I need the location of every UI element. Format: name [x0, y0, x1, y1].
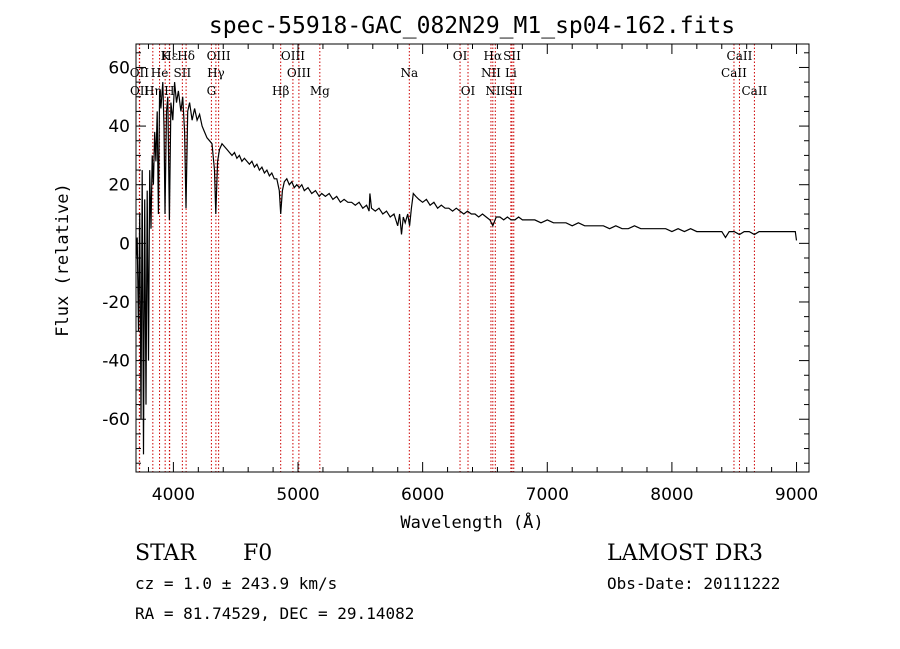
x-tick-label: 4000 [152, 485, 195, 505]
x-tick-label: 7000 [526, 485, 569, 505]
y-axis-label: Flux (relative) [53, 183, 73, 337]
line-marker-label: SII [503, 49, 521, 63]
x-tick-label: 5000 [276, 485, 319, 505]
line-marker-label: H [164, 84, 174, 98]
line-marker-label: Na [400, 66, 418, 80]
axis-ticks [136, 44, 809, 472]
line-marker-label: OIII [207, 49, 231, 63]
line-marker-label: Li [505, 66, 517, 80]
line-marker-label: SII [174, 66, 192, 80]
x-axis-label: Wavelength (Å) [400, 511, 543, 533]
observation-date: Obs-Date: 20111222 [607, 574, 780, 593]
line-marker-label: CaII [721, 66, 747, 80]
line-marker-label: OI [461, 84, 476, 98]
line-marker-label: Mg [310, 84, 330, 98]
coordinates-readout: RA = 81.74529, DEC = 29.14082 [135, 604, 414, 623]
x-tick-label: 9000 [775, 485, 818, 505]
line-marker-label: Hη [144, 84, 162, 98]
line-marker-label: OIII [287, 66, 311, 80]
y-tick-label: -60 [102, 410, 130, 430]
survey-name: LAMOST DR3 [607, 541, 763, 566]
y-tick-label: -40 [102, 352, 130, 372]
y-tick-label: 20 [108, 176, 130, 196]
spectrum-line [135, 82, 798, 455]
line-marker-label: SII [505, 84, 523, 98]
chart-title: spec-55918-GAC_082N29_M1_sp04-162.fits [209, 13, 735, 39]
line-marker-label: OIII [281, 49, 305, 63]
x-tick-label: 6000 [401, 485, 444, 505]
line-marker-label: OII [130, 84, 150, 98]
line-marker-label: He [151, 66, 169, 80]
y-tick-label: 0 [119, 234, 130, 254]
object-subclass: F0 [243, 541, 272, 566]
line-marker-label: OII [130, 66, 150, 80]
object-class: STAR [135, 541, 197, 566]
y-tick-label: 60 [108, 58, 130, 78]
y-tick-label: -20 [102, 293, 130, 313]
line-markers [138, 44, 755, 472]
line-marker-label: OI [453, 49, 468, 63]
plot-frame [135, 43, 810, 473]
line-marker-label: Hδ [177, 49, 195, 63]
redshift-readout: cz = 1.0 ± 243.9 km/s [135, 574, 337, 593]
line-marker-label: K [161, 49, 171, 63]
line-marker-label: CaII [727, 49, 753, 63]
line-marker-label: NII [485, 84, 505, 98]
y-tick-label: 40 [108, 117, 130, 137]
x-tick-label: 8000 [650, 485, 693, 505]
line-marker-label: CaII [741, 84, 767, 98]
line-marker-label: Hα [484, 49, 503, 63]
line-marker-label: Hγ [207, 66, 225, 80]
axis-tick-labels: 4000 5000 6000 7000 8000 9000 -60 -40 -20 0 20 40 60 [102, 58, 818, 505]
line-marker-label: Hβ [272, 84, 289, 98]
line-marker-label: G [207, 84, 217, 98]
line-marker-label: NII [481, 66, 501, 80]
